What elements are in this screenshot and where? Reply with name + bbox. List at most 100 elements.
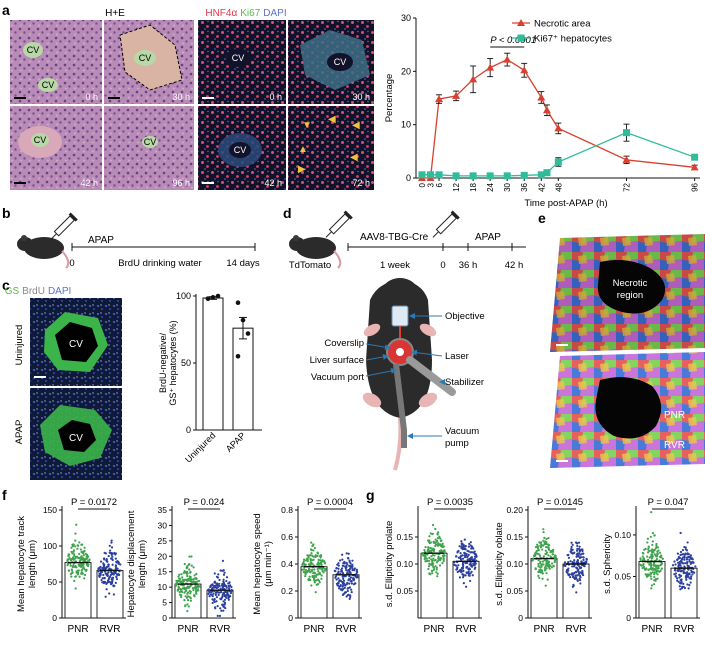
data-point-pnr bbox=[76, 573, 80, 576]
data-point-rvr bbox=[580, 560, 583, 563]
data-point-necrotic bbox=[622, 155, 631, 163]
y-tick-label: 0 bbox=[52, 613, 57, 623]
data-point-pnr bbox=[83, 546, 86, 549]
data-point-rvr bbox=[566, 571, 569, 575]
data-point-rvr bbox=[112, 585, 115, 588]
data-point-rvr bbox=[102, 566, 106, 569]
data-point-pnr bbox=[650, 563, 653, 567]
data-point-rvr bbox=[584, 560, 587, 563]
data-point-pnr bbox=[86, 553, 89, 556]
data-point-pnr bbox=[648, 549, 651, 552]
fluor-tile-42h: CV 42 h bbox=[198, 106, 286, 190]
y-tick-label: 10 bbox=[158, 582, 168, 592]
data-point-rvr bbox=[571, 543, 574, 547]
data-point-rvr bbox=[98, 574, 101, 577]
c-cv-label: CV bbox=[69, 433, 83, 444]
data-point-rvr bbox=[345, 561, 348, 564]
y-tick-label: 100 bbox=[43, 541, 57, 551]
data-point-rvr bbox=[217, 593, 220, 597]
data-point-pnr bbox=[440, 539, 443, 542]
data-point-rvr bbox=[230, 585, 233, 589]
data-point-ki67 bbox=[486, 172, 494, 180]
data-point bbox=[210, 295, 216, 300]
data-point-pnr bbox=[317, 567, 320, 570]
data-point-rvr bbox=[108, 592, 111, 595]
he-time-label: 30 h bbox=[172, 92, 190, 102]
data-point-rvr bbox=[472, 547, 475, 550]
data-point-rvr bbox=[355, 568, 358, 571]
data-point-rvr bbox=[225, 596, 228, 599]
data-point-rvr bbox=[342, 579, 346, 582]
data-point-rvr bbox=[567, 556, 571, 559]
data-point-pnr bbox=[191, 587, 195, 590]
data-point-pnr bbox=[651, 531, 654, 535]
data-point-rvr bbox=[216, 614, 219, 617]
data-point-rvr bbox=[108, 567, 111, 570]
arrowhead-icon: ◀ bbox=[352, 120, 360, 131]
d-virus-label: AAV8-TBG-Cre bbox=[360, 232, 429, 243]
data-point-rvr bbox=[225, 586, 228, 589]
significance-label: P = 0.024 bbox=[184, 497, 225, 508]
data-point-rvr bbox=[111, 552, 114, 555]
data-point-rvr bbox=[225, 590, 228, 594]
data-point-rvr bbox=[570, 551, 573, 554]
data-point-pnr bbox=[537, 562, 540, 566]
data-point-necrotic bbox=[452, 91, 461, 99]
data-point-pnr bbox=[78, 575, 81, 578]
data-point-pnr bbox=[321, 569, 324, 573]
data-point-rvr bbox=[104, 595, 107, 598]
data-point-rvr bbox=[464, 548, 467, 551]
chart-g-sphericity: 0 0.05 0.10s.d. Sphericity P = 0.047 PNR RVR bbox=[602, 497, 700, 635]
data-point-pnr bbox=[652, 583, 656, 586]
data-point-rvr bbox=[111, 555, 114, 558]
he-title: H+E bbox=[105, 8, 125, 19]
data-point-pnr bbox=[651, 551, 654, 554]
data-point-rvr bbox=[346, 556, 350, 560]
data-point-rvr bbox=[109, 581, 112, 584]
data-point-pnr bbox=[434, 527, 437, 531]
data-point-pnr bbox=[187, 595, 190, 598]
data-point-rvr bbox=[342, 564, 345, 567]
data-point-rvr bbox=[468, 563, 471, 566]
data-point-pnr bbox=[72, 550, 75, 553]
data-point-pnr bbox=[195, 572, 198, 576]
data-point-rvr bbox=[681, 548, 685, 552]
data-point-pnr bbox=[314, 591, 317, 594]
data-point-rvr bbox=[221, 559, 225, 562]
data-point-pnr bbox=[309, 548, 313, 551]
data-point-rvr bbox=[114, 565, 117, 568]
data-point-pnr bbox=[72, 543, 75, 546]
data-point-pnr bbox=[190, 578, 193, 581]
mouse-icon bbox=[289, 235, 342, 269]
data-point-pnr bbox=[547, 544, 551, 547]
data-point-rvr bbox=[338, 585, 341, 588]
d-mouse-label: TdTomato bbox=[289, 260, 331, 271]
data-point-pnr bbox=[431, 523, 435, 527]
data-point-rvr bbox=[579, 582, 582, 585]
data-point-pnr bbox=[651, 571, 654, 574]
data-point-rvr bbox=[691, 560, 694, 564]
y-axis-label: length (μm) bbox=[27, 540, 38, 588]
data-point-pnr bbox=[76, 569, 79, 572]
bar-rvr bbox=[452, 560, 480, 619]
data-point-rvr bbox=[470, 565, 474, 568]
x-tick-label: 3 bbox=[427, 182, 436, 187]
y-tick-label: 10 bbox=[401, 120, 411, 130]
data-point-pnr bbox=[428, 562, 431, 565]
data-point-rvr bbox=[686, 583, 689, 586]
data-point-pnr bbox=[537, 549, 540, 552]
e-necrotic-label-2: region bbox=[617, 290, 643, 301]
data-point-pnr bbox=[435, 571, 438, 574]
data-point-necrotic bbox=[554, 124, 563, 132]
data-point-rvr bbox=[218, 584, 221, 588]
data-point-rvr bbox=[98, 566, 101, 569]
data-point-rvr bbox=[571, 565, 574, 568]
data-point-pnr bbox=[187, 563, 190, 567]
he-time-label: 96 h bbox=[172, 178, 190, 188]
y-axis-label: s.d. Ellipticity prolate bbox=[384, 521, 395, 608]
data-point-rvr bbox=[225, 579, 228, 583]
data-point-rvr bbox=[345, 572, 349, 575]
data-point-rvr bbox=[465, 571, 468, 574]
data-point-pnr bbox=[73, 554, 76, 558]
data-point-pnr bbox=[73, 553, 76, 556]
